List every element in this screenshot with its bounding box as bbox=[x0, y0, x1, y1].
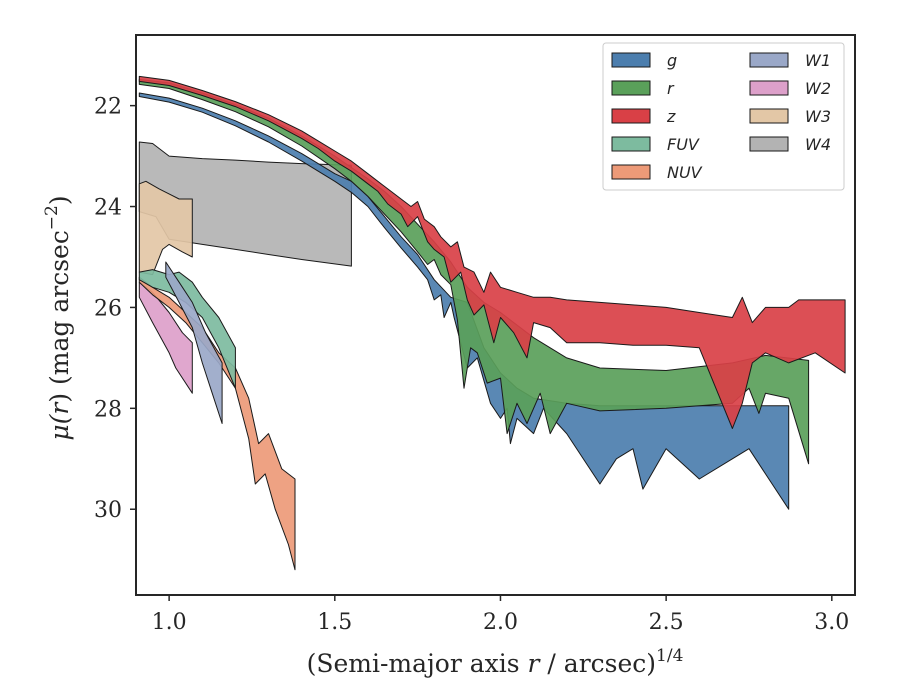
legend-swatch-w1 bbox=[749, 52, 789, 68]
x-axis: 1.0 1.5 2.0 2.5 3.0 bbox=[152, 595, 849, 635]
legend-swatch-w3 bbox=[749, 108, 789, 124]
band-z bbox=[138, 75, 846, 429]
x-tick-label: 1.0 bbox=[152, 610, 187, 635]
legend-label-r: r bbox=[667, 79, 675, 98]
legend-swatch-r bbox=[611, 80, 651, 96]
y-tick-label: 26 bbox=[94, 296, 122, 321]
band-w1 bbox=[165, 261, 223, 424]
legend-label-w4: W4 bbox=[805, 135, 831, 154]
band-w2 bbox=[138, 281, 193, 394]
legend-swatch-w2 bbox=[749, 80, 789, 96]
band-g bbox=[138, 92, 790, 510]
x-tick-label: 2.0 bbox=[483, 610, 518, 635]
legend-label-z: z bbox=[666, 107, 676, 126]
y-tick-label: 22 bbox=[94, 95, 122, 120]
y-tick-label: 24 bbox=[94, 196, 122, 221]
legend-label-nuv: NUV bbox=[667, 163, 703, 182]
profile-bands bbox=[138, 75, 846, 571]
plot-frame bbox=[135, 34, 856, 596]
legend-swatch-g bbox=[611, 52, 651, 68]
x-axis-label: (Semi-major axis r / arcsec)1/4 bbox=[307, 646, 684, 678]
legend: grz FUV NUV W1 W2 W3 W4 bbox=[602, 42, 845, 191]
x-tick-label: 2.5 bbox=[649, 610, 684, 635]
y-axis: 22 24 26 28 30 bbox=[94, 95, 136, 523]
y-axis-label: μ(r) (mag arcsec−2) bbox=[42, 195, 74, 440]
legend-label-w2: W2 bbox=[805, 79, 831, 98]
x-tick-label: 1.5 bbox=[317, 610, 352, 635]
legend-label-w3: W3 bbox=[805, 107, 831, 126]
band-r bbox=[138, 78, 810, 465]
legend-frame bbox=[602, 42, 845, 191]
y-tick-label: 28 bbox=[94, 397, 122, 422]
legend-swatch-nuv bbox=[611, 164, 651, 180]
legend-label-fuv: FUV bbox=[667, 135, 700, 154]
legend-label-w1: W1 bbox=[805, 51, 831, 70]
y-tick-label: 30 bbox=[94, 498, 122, 523]
legend-swatch-w4 bbox=[749, 136, 789, 152]
band-fuv bbox=[138, 269, 236, 389]
legend-swatch-fuv bbox=[611, 136, 651, 152]
legend-label-g: g bbox=[667, 51, 677, 70]
legend-swatch-z bbox=[611, 108, 651, 124]
x-tick-label: 3.0 bbox=[814, 610, 849, 635]
